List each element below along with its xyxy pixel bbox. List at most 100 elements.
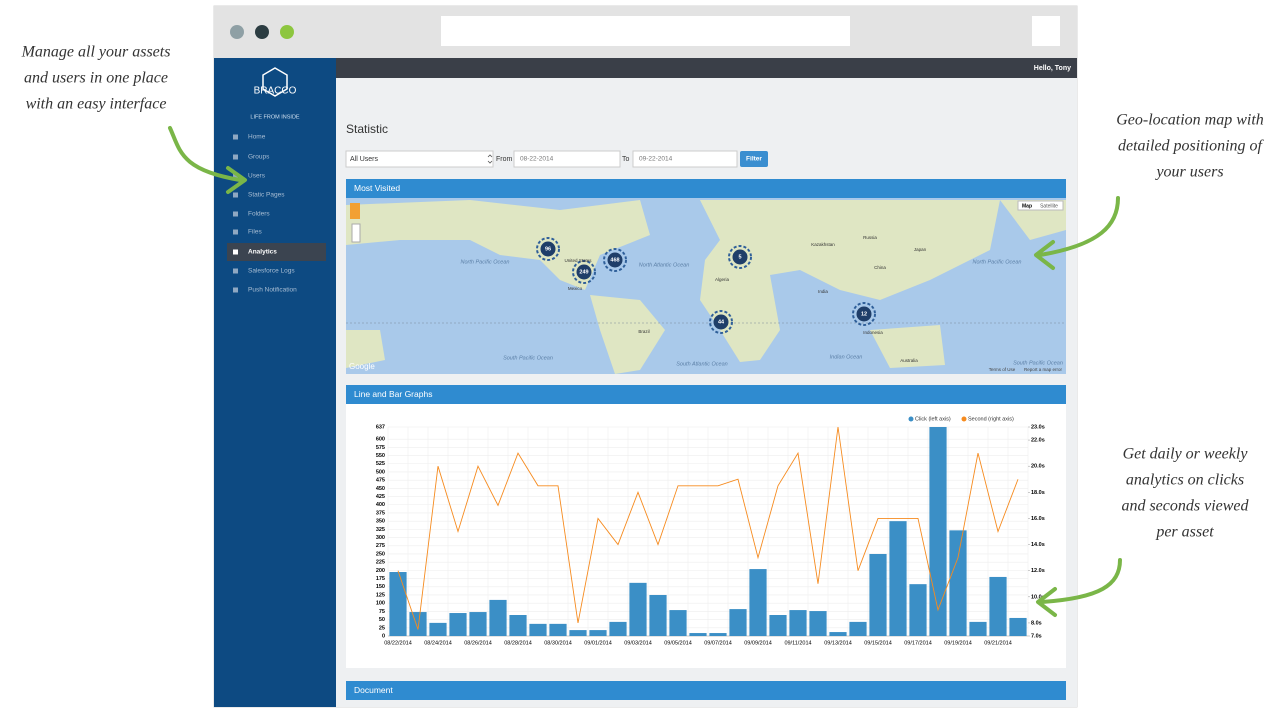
- cluster[interactable]: [713, 314, 729, 330]
- panel-header: [346, 681, 1066, 700]
- cluster[interactable]: [856, 306, 872, 322]
- map-label: South Pacific Ocean: [503, 355, 553, 361]
- arrow: [1038, 196, 1120, 257]
- from-date-input[interactable]: [513, 150, 621, 168]
- nav-item[interactable]: Analytics: [248, 249, 277, 256]
- nav-item[interactable]: Static Pages: [248, 192, 285, 199]
- nav-item[interactable]: Salesforce Logs: [248, 268, 295, 275]
- cluster[interactable]: [540, 241, 556, 257]
- to-date-input[interactable]: [632, 150, 738, 168]
- cluster-halo: [572, 260, 596, 284]
- nav-item[interactable]: Home: [248, 134, 266, 141]
- panel-header: [346, 385, 1066, 404]
- legend-label[interactable]: Second (right axis): [968, 416, 1014, 422]
- cluster-halo: [603, 248, 627, 272]
- greeting[interactable]: Hello, Tony: [1034, 65, 1071, 72]
- nav-item[interactable]: Push Notification: [248, 287, 297, 294]
- filter-button[interactable]: [740, 151, 768, 167]
- map-label: North Pacific Ocean: [461, 259, 510, 265]
- map-label: North Atlantic Ocean: [639, 262, 690, 268]
- window-dot[interactable]: [230, 25, 244, 39]
- cluster[interactable]: [607, 252, 623, 268]
- x-tick-label: 09/15/2014: [864, 640, 892, 646]
- bar: [509, 615, 527, 636]
- panel-header: [346, 179, 1066, 198]
- cluster-halo: [852, 302, 876, 326]
- bar: [1009, 617, 1027, 636]
- nav-item[interactable]: Users: [248, 173, 266, 180]
- address-bar[interactable]: [441, 16, 850, 46]
- arrow: [1040, 558, 1122, 604]
- y-tick-label: 50: [379, 617, 385, 623]
- from-date: 08-22-2014: [520, 156, 554, 163]
- pegman[interactable]: [350, 203, 360, 219]
- annotation: per asset: [1155, 524, 1214, 541]
- bar: [669, 610, 687, 636]
- arrow-head: [1036, 587, 1057, 617]
- cluster[interactable]: [576, 264, 592, 280]
- map-land: [346, 200, 1066, 374]
- y2-tick-label: 10.0s: [1031, 594, 1045, 600]
- cluster[interactable]: [732, 249, 748, 265]
- sidebar: [214, 58, 336, 707]
- x-tick-label: 08/24/2014: [424, 640, 452, 646]
- x-tick-label: 08/28/2014: [504, 640, 532, 646]
- user-select[interactable]: [345, 150, 494, 168]
- map-type-button[interactable]: Satellite: [1040, 203, 1058, 209]
- bar: [629, 582, 647, 636]
- y-tick-label: 500: [376, 469, 385, 475]
- legend-swatch: [961, 416, 967, 422]
- bar: [929, 427, 947, 636]
- nav-item[interactable]: Groups: [248, 154, 270, 161]
- map-label: Brazil: [638, 329, 649, 334]
- x-tick-label: 09/03/2014: [624, 640, 652, 646]
- annotation: Get daily or weekly: [1123, 446, 1249, 463]
- y-tick-label: 125: [376, 592, 385, 598]
- annotation: Manage all your assets: [21, 44, 171, 61]
- y-tick-label: 75: [379, 609, 385, 615]
- map-type-button[interactable]: Map: [1022, 203, 1032, 209]
- x-tick-label: 09/01/2014: [584, 640, 612, 646]
- zoom-control[interactable]: [351, 223, 361, 243]
- browser-button[interactable]: [1032, 16, 1060, 46]
- cluster-halo: [728, 245, 752, 269]
- cluster-count: 12: [861, 311, 867, 317]
- y-tick-label: 100: [376, 601, 385, 607]
- y-tick-label: 375: [376, 510, 385, 516]
- x-tick-label: 08/26/2014: [464, 640, 492, 646]
- to-label: To: [622, 156, 630, 163]
- map-label: South Pacific Ocean: [1013, 360, 1063, 366]
- land: [346, 200, 650, 290]
- bar: [649, 594, 667, 636]
- y-tick-label: 25: [379, 625, 385, 631]
- bar: [389, 572, 407, 636]
- line: [397, 426, 1019, 630]
- nav-item[interactable]: Folders: [248, 211, 270, 218]
- map-footer-link[interactable]: Terms of Use: [989, 367, 1016, 372]
- annotation: with an easy interface: [26, 96, 167, 113]
- user-select-value: All Users: [350, 156, 379, 163]
- legend-label[interactable]: Click (left axis): [915, 416, 951, 422]
- panel-title: Line and Bar Graphs: [354, 389, 432, 399]
- cluster-count: 5: [738, 254, 741, 260]
- window-dot[interactable]: [280, 25, 294, 39]
- y-tick-label: 400: [376, 502, 385, 508]
- bar: [829, 632, 847, 636]
- map-label: Indonesia: [863, 330, 883, 335]
- x-tick-label: 08/22/2014: [384, 640, 412, 646]
- bar: [409, 612, 427, 636]
- map-label: South Atlantic Ocean: [676, 361, 727, 367]
- window-dot[interactable]: [255, 25, 269, 39]
- map-label: Algeria: [715, 277, 730, 282]
- y-tick-label: 450: [376, 486, 385, 492]
- map-footer-link[interactable]: Report a map error: [1024, 367, 1063, 372]
- arrow: [168, 126, 242, 182]
- y-tick-label: 475: [376, 478, 385, 484]
- x-tick-label: 09/07/2014: [704, 640, 732, 646]
- y-tick-label: 600: [376, 437, 385, 443]
- nav-active: [227, 243, 326, 261]
- nav-item[interactable]: Files: [248, 229, 262, 236]
- land: [590, 295, 665, 374]
- logo[interactable]: BRACCO: [254, 86, 297, 97]
